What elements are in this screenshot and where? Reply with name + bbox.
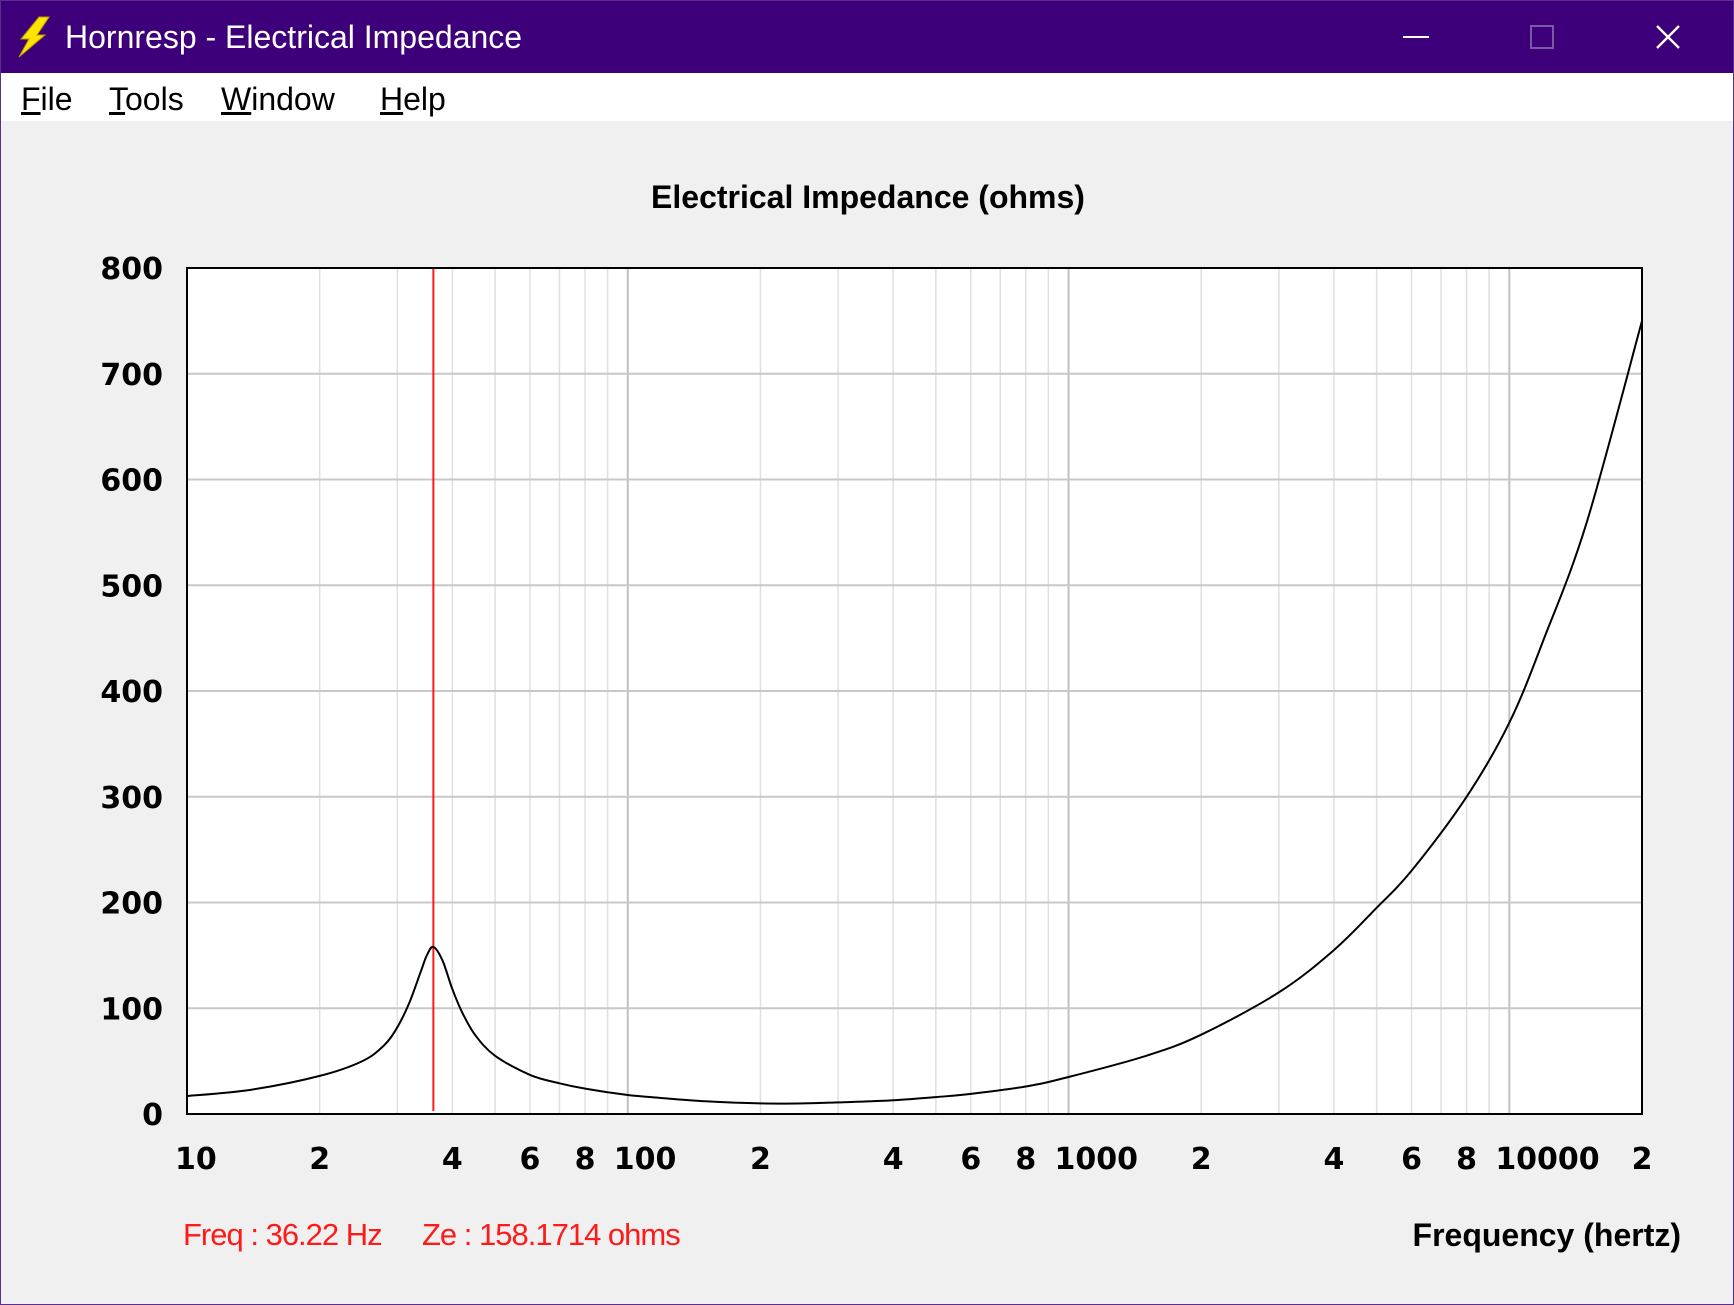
- close-button[interactable]: [1605, 1, 1731, 73]
- impedance-curve: [186, 320, 1643, 1105]
- menu-window[interactable]: Window: [221, 81, 335, 117]
- y-tick-label: 200: [100, 887, 163, 922]
- x-tick-label: 100: [614, 1142, 677, 1177]
- minimize-icon: [1403, 36, 1429, 38]
- x-tick-label: 10000: [1495, 1142, 1599, 1177]
- x-axis-label: Frequency (hertz): [1412, 1217, 1681, 1253]
- x-tick-label: 2: [309, 1142, 330, 1177]
- y-tick-label: 100: [100, 992, 163, 1027]
- x-tick-label: 1000: [1055, 1142, 1139, 1177]
- x-tick-label: 2: [1191, 1142, 1212, 1177]
- menu-tools[interactable]: Tools: [109, 81, 184, 117]
- y-tick-label: 300: [100, 781, 163, 816]
- menu-bar: File Tools Window Help: [1, 73, 1733, 121]
- x-tick-label: 8: [1456, 1142, 1477, 1177]
- y-tick-label: 500: [100, 569, 163, 604]
- y-tick-label: 700: [100, 358, 163, 393]
- x-tick-label: 2: [750, 1142, 771, 1177]
- chart-title: Electrical Impedance (ohms): [651, 179, 1085, 215]
- impedance-readout: Ze : 158.1714 ohms: [422, 1217, 681, 1252]
- minimize-button[interactable]: [1353, 1, 1479, 73]
- x-tick-label: 4: [1323, 1142, 1344, 1177]
- x-tick-label: 6: [520, 1142, 541, 1177]
- y-tick-label: 400: [100, 675, 163, 710]
- x-tick-label: 4: [883, 1142, 904, 1177]
- lightning-bolt-icon[interactable]: [13, 15, 53, 59]
- x-tick-label: 10: [175, 1142, 217, 1177]
- y-tick-label: 600: [100, 464, 163, 499]
- x-tick-label: 4: [442, 1142, 463, 1177]
- y-tick-label: 800: [100, 252, 163, 287]
- x-tick-label: 6: [960, 1142, 981, 1177]
- x-tick-label: 8: [1015, 1142, 1036, 1177]
- x-tick-label: 2: [1632, 1142, 1653, 1177]
- plot-frame: [186, 267, 1643, 1115]
- maximize-icon: [1530, 25, 1554, 49]
- window-title: Hornresp - Electrical Impedance: [65, 19, 523, 55]
- close-icon: [1656, 25, 1680, 49]
- x-tick-label: 6: [1401, 1142, 1422, 1177]
- x-tick-label: 8: [575, 1142, 596, 1177]
- menu-help[interactable]: Help: [380, 81, 446, 117]
- menu-file[interactable]: File: [21, 81, 73, 117]
- maximize-button[interactable]: [1479, 1, 1605, 73]
- y-tick-label: 0: [142, 1098, 163, 1133]
- title-bar[interactable]: Hornresp - Electrical Impedance: [1, 1, 1733, 73]
- frequency-readout: Freq : 36.22 Hz: [183, 1217, 383, 1252]
